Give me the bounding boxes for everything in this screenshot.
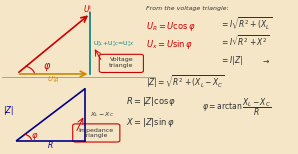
Text: Impedance
triangle: Impedance triangle — [79, 128, 114, 138]
Text: $= I|Z|$: $= I|Z|$ — [220, 54, 243, 67]
Text: U¦$_L$+U¦$_C$=U¦$_X$: U¦$_L$+U¦$_C$=U¦$_X$ — [93, 39, 135, 48]
FancyBboxPatch shape — [99, 54, 143, 73]
Text: $\rightarrow$: $\rightarrow$ — [261, 56, 271, 65]
Text: U¦$_R$: U¦$_R$ — [47, 75, 60, 85]
Text: $U_R = U\cos\varphi$: $U_R = U\cos\varphi$ — [146, 20, 196, 33]
Text: $X = |Z|\sin\varphi$: $X = |Z|\sin\varphi$ — [126, 116, 174, 129]
Text: Voltage
triangle: Voltage triangle — [109, 57, 134, 68]
Text: From the voltage triangle:: From the voltage triangle: — [146, 6, 229, 11]
Text: $\varphi = \arctan\dfrac{X_L-X_C}{R}$: $\varphi = \arctan\dfrac{X_L-X_C}{R}$ — [202, 96, 271, 118]
Text: φ: φ — [32, 131, 37, 140]
Text: $= I\sqrt{R^2+(X_L}$: $= I\sqrt{R^2+(X_L}$ — [220, 16, 272, 32]
Text: $U_x = U\sin\varphi$: $U_x = U\sin\varphi$ — [146, 38, 193, 51]
Text: R: R — [48, 141, 53, 150]
Text: $R = |Z|\cos\varphi$: $R = |Z|\cos\varphi$ — [126, 95, 176, 108]
FancyBboxPatch shape — [73, 124, 120, 142]
Text: $|Z| = \sqrt{R^2+(X_L-X_C}$: $|Z| = \sqrt{R^2+(X_L-X_C}$ — [146, 73, 225, 90]
Text: $X_L - X_C$: $X_L - X_C$ — [90, 110, 114, 119]
Text: U¦: U¦ — [83, 5, 91, 14]
Text: |Z|: |Z| — [3, 106, 13, 115]
Text: φ: φ — [43, 61, 50, 71]
Text: $= I\sqrt{R^2+X^2}$: $= I\sqrt{R^2+X^2}$ — [220, 34, 269, 49]
